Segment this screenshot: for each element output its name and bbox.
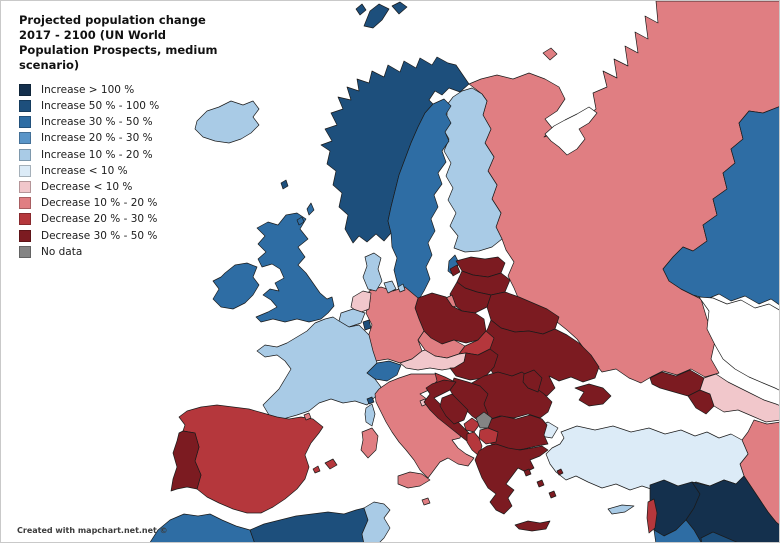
country-greece-island-3[interactable] (548, 490, 557, 499)
country-spain[interactable] (178, 404, 324, 514)
map-title: Projected population change 2017 - 2100 … (19, 13, 218, 72)
country-andorra[interactable] (303, 412, 312, 421)
country-turkey[interactable] (545, 425, 749, 491)
legend-item: Increase 50 % - 100 % (19, 98, 219, 114)
legend: Projected population change 2017 - 2100 … (19, 13, 219, 260)
country-greece-island-4[interactable] (556, 468, 564, 476)
legend-swatch (19, 132, 31, 145)
legend-item: Increase > 100 % (19, 82, 219, 98)
country-france-corsica[interactable] (364, 403, 376, 427)
legend-item: Decrease < 10 % (19, 179, 219, 195)
country-algeria[interactable] (249, 507, 369, 543)
legend-label: Increase 50 % - 100 % (41, 100, 160, 113)
country-saudi-arabia[interactable] (700, 531, 741, 543)
country-ireland[interactable] (212, 262, 260, 310)
country-monaco[interactable] (366, 396, 375, 405)
legend-swatch (19, 213, 31, 226)
legend-item: Decrease 30 % - 50 % (19, 227, 219, 243)
country-greece-island-2[interactable] (536, 479, 545, 488)
legend-swatch (19, 229, 31, 242)
legend-label: Decrease 20 % - 30 % (41, 213, 158, 226)
country-luxembourg[interactable] (362, 319, 372, 331)
country-cyprus[interactable] (607, 504, 635, 515)
legend-label: Increase 30 % - 50 % (41, 116, 153, 129)
country-italy-sardinia[interactable] (360, 427, 379, 459)
legend-label: Decrease < 10 % (41, 180, 133, 193)
country-united-kingdom[interactable] (255, 212, 335, 323)
country-lebanon[interactable] (646, 498, 658, 534)
credit-text: Created with mapchart.net.net © (17, 526, 168, 535)
country-moldova[interactable] (522, 369, 543, 393)
country-greece-crete[interactable] (514, 520, 551, 532)
country-netherlands[interactable] (350, 290, 372, 314)
country-denmark[interactable] (362, 252, 383, 292)
country-tunisia[interactable] (361, 501, 391, 543)
country-hungary[interactable] (449, 348, 499, 381)
country-norway-svalbard[interactable] (363, 3, 390, 29)
country-kazakhstan[interactable] (662, 106, 780, 306)
legend-label: Decrease 30 % - 50 % (41, 229, 158, 242)
legend-label: Increase > 100 % (41, 83, 135, 96)
legend-swatch (19, 197, 31, 210)
legend-label: Increase 10 % - 20 % (41, 148, 153, 161)
country-jordan[interactable] (653, 519, 702, 543)
country-spain-mallorca[interactable] (324, 458, 338, 470)
legend-swatch (19, 180, 31, 193)
caspian-sea (698, 296, 779, 391)
legend-swatch (19, 164, 31, 177)
legend-item: Increase 30 % - 50 % (19, 114, 219, 130)
country-germany[interactable] (365, 286, 425, 364)
country-finland[interactable] (441, 87, 503, 253)
country-azerbaijan[interactable] (699, 373, 780, 423)
country-denmark-zealand[interactable] (383, 280, 397, 294)
legend-swatch (19, 83, 31, 96)
country-switzerland[interactable] (366, 360, 402, 382)
legend-swatch (19, 116, 31, 129)
country-faroe-islands[interactable] (280, 179, 289, 190)
country-greece[interactable] (474, 443, 549, 515)
legend-items: Increase > 100 % Increase 50 % - 100 % Inc… (19, 82, 219, 260)
legend-label: No data (41, 245, 83, 258)
country-denmark-funen[interactable] (397, 283, 406, 293)
legend-swatch (19, 148, 31, 161)
country-norway-svalbard-2[interactable] (391, 1, 408, 15)
white-sea (544, 106, 598, 156)
legend-item: Increase 10 % - 20 % (19, 147, 219, 163)
country-montenegro[interactable] (463, 417, 481, 433)
legend-item: Decrease 20 % - 30 % (19, 211, 219, 227)
legend-label: Decrease 10 % - 20 % (41, 197, 158, 210)
country-estonia-saaremaa[interactable] (449, 264, 461, 277)
country-spain-ibiza[interactable] (312, 465, 321, 474)
country-sweden[interactable] (387, 98, 452, 311)
country-malta[interactable] (421, 497, 431, 506)
country-france[interactable] (256, 316, 382, 420)
country-uk-orkney[interactable] (296, 216, 305, 226)
country-greece-island-1[interactable] (523, 468, 532, 477)
legend-swatch (19, 245, 31, 258)
legend-label: Increase < 10 % (41, 164, 128, 177)
country-portugal[interactable] (170, 430, 202, 492)
country-norway-svalbard-3[interactable] (355, 3, 367, 16)
legend-item: No data (19, 244, 219, 260)
country-kosovo[interactable] (475, 411, 493, 429)
country-iceland[interactable] (194, 100, 260, 144)
country-bosnia[interactable] (439, 393, 469, 425)
legend-item: Increase < 10 % (19, 163, 219, 179)
legend-item: Increase 20 % - 30 % (19, 130, 219, 146)
country-ukraine-crimea[interactable] (574, 383, 612, 407)
legend-swatch (19, 100, 31, 113)
legend-label: Increase 20 % - 30 % (41, 132, 153, 145)
legend-item: Decrease 10 % - 20 % (19, 195, 219, 211)
country-italy-sicily[interactable] (397, 471, 431, 489)
country-russia-kolguyev[interactable] (542, 47, 558, 61)
country-uk-shetland[interactable] (306, 202, 315, 216)
